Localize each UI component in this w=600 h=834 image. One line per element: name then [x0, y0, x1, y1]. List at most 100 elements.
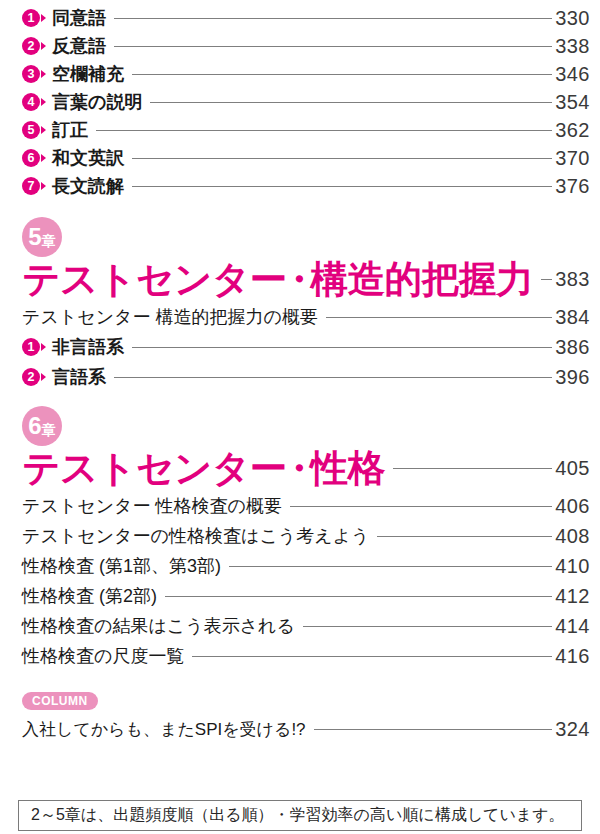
toc-item[interactable]: テストセンター 性格検査の概要406 [22, 491, 590, 521]
item-label: 非言語系 [52, 335, 124, 359]
chapter-number: 5 [28, 225, 41, 249]
item-label: 訂正 [52, 118, 88, 142]
item-label: テストセンター 構造的把握力の概要 [22, 305, 318, 329]
item-page-number: 414 [555, 615, 590, 638]
item-page-number: 410 [555, 555, 590, 578]
item-number-badge: 4 [22, 93, 40, 111]
arrow-right-icon [41, 98, 46, 106]
item-label: 和文英訳 [52, 146, 124, 170]
item-label: 言語系 [52, 365, 106, 389]
toc-item[interactable]: 2言語系396 [22, 362, 590, 392]
chapter-item-list: テストセンター 性格検査の概要406テストセンターの性格検査はこう考えよう408… [22, 491, 590, 671]
toc-item[interactable]: 性格検査の結果はこう表示される414 [22, 611, 590, 641]
chapter-suffix: 章 [42, 234, 56, 248]
chapter-section: 5章テストセンター・構造的把握力 383 テストセンター 構造的把握力の概要 384 1… [22, 217, 590, 392]
item-number-badge: 1 [22, 338, 40, 356]
chapter-item-list: テストセンター 構造的把握力の概要3841非言語系3862言語系396 [22, 302, 590, 392]
leader-line [314, 729, 553, 730]
title-interpunct: ・ [280, 444, 317, 494]
item-page-number: 330 [555, 7, 590, 30]
toc-item[interactable]: テストセンター 構造的把握力の概要 384 [22, 302, 590, 332]
item-page-number: 370 [555, 147, 590, 170]
title-interpunct: ・ [280, 255, 317, 305]
arrow-right-icon [41, 70, 46, 78]
table-of-contents-page: 1 同意語 330 2 反意語 3383空欄補充346 4 言葉の説明 354 5 訂正 362 6 和文… [0, 0, 600, 834]
item-page-number: 354 [555, 91, 590, 114]
column-item-label: 入社してからも、またSPIを受ける!? [22, 718, 306, 741]
item-page-number: 408 [555, 525, 590, 548]
item-page-number: 386 [555, 336, 590, 359]
leader-line [229, 566, 552, 567]
arrow-right-icon [41, 14, 46, 22]
toc-item[interactable]: 性格検査の尺度一覧416 [22, 641, 590, 671]
chapter-suffix: 章 [42, 423, 56, 437]
column-section: COLUMN 入社してからも、またSPIを受ける!? 324 [22, 691, 590, 744]
column-badge: COLUMN [22, 692, 98, 710]
item-label: 反意語 [52, 34, 106, 58]
item-page-number: 384 [555, 306, 590, 329]
chapter-section: 6章テストセンター・性格405テストセンター 性格検査の概要406テストセンター… [22, 406, 590, 671]
chapter-number-badge: 6章 [22, 406, 62, 446]
chapter-list: 5章テストセンター・構造的把握力383テストセンター 構造的把握力の概要3841… [22, 217, 590, 671]
footer-note: 2～5章は、出題頻度順（出る順）・学習効率の高い順に構成しています。 [18, 800, 582, 831]
leader-line [132, 74, 552, 75]
chapter-number: 6 [28, 414, 41, 438]
item-page-number: 376 [555, 175, 590, 198]
toc-item[interactable]: 5 訂正 362 [22, 116, 590, 144]
column-item-page-number: 324 [555, 718, 590, 741]
toc-item[interactable]: テストセンターの性格検査はこう考えよう408 [22, 521, 590, 551]
toc-item[interactable]: 6 和文英訳 370 [22, 144, 590, 172]
leader-line [290, 506, 552, 507]
chapter-page-number: 383 [555, 268, 590, 291]
leader-line [132, 186, 552, 187]
arrow-right-icon [41, 343, 46, 351]
item-page-number: 338 [555, 35, 590, 58]
leader-line [132, 158, 552, 159]
item-label: 言葉の説明 [52, 90, 142, 114]
item-label: 同意語 [52, 6, 106, 30]
chapter-title-row: テストセンター・構造的把握力 383 [22, 257, 590, 302]
item-page-number: 396 [555, 366, 590, 389]
toc-item[interactable]: 性格検査 (第2部)412 [22, 581, 590, 611]
leader-line [132, 347, 552, 348]
footer-note-text: 2～5章は、出題頻度順（出る順）・学習効率の高い順に構成しています。 [31, 805, 565, 826]
item-page-number: 362 [555, 119, 590, 142]
toc-item[interactable]: 4 言葉の説明 354 [22, 88, 590, 116]
leader-line [393, 468, 552, 469]
toc-item[interactable]: 7 長文読解 376 [22, 172, 590, 200]
leader-line [114, 46, 552, 47]
item-label: 性格検査 (第1部、第3部) [22, 554, 221, 578]
leader-line [114, 18, 552, 19]
item-page-number: 416 [555, 645, 590, 668]
item-page-number: 346 [555, 63, 590, 86]
toc-item[interactable]: 1 同意語 330 [22, 4, 590, 32]
leader-line [303, 626, 552, 627]
arrow-right-icon [41, 154, 46, 162]
item-page-number: 412 [555, 585, 590, 608]
leader-line [114, 377, 552, 378]
toc-item[interactable]: 1 非言語系 386 [22, 332, 590, 362]
item-number-badge: 2 [22, 37, 40, 55]
chapter-title: テストセンター・性格 [22, 444, 385, 494]
toc-item[interactable]: 2 反意語 338 [22, 32, 590, 60]
item-label: 長文読解 [52, 174, 124, 198]
leader-line [165, 596, 552, 597]
item-label: テストセンター 性格検査の概要 [22, 494, 282, 518]
item-number-badge: 5 [22, 121, 40, 139]
arrow-right-icon [41, 42, 46, 50]
leader-line [150, 102, 552, 103]
chapter-title: テストセンター・構造的把握力 [22, 255, 533, 305]
toc-item[interactable]: 性格検査 (第1部、第3部) 410 [22, 551, 590, 581]
arrow-right-icon [41, 373, 46, 381]
leader-line [192, 656, 552, 657]
column-item[interactable]: 入社してからも、またSPIを受ける!? 324 [22, 714, 590, 744]
leader-line [96, 130, 552, 131]
leader-line [541, 279, 552, 280]
item-number-badge: 1 [22, 9, 40, 27]
chapter-page-number: 405 [555, 457, 590, 480]
item-number-badge: 7 [22, 177, 40, 195]
arrow-right-icon [41, 126, 46, 134]
toc-item[interactable]: 3空欄補充346 [22, 60, 590, 88]
item-number-badge: 6 [22, 149, 40, 167]
leader-line [326, 317, 552, 318]
